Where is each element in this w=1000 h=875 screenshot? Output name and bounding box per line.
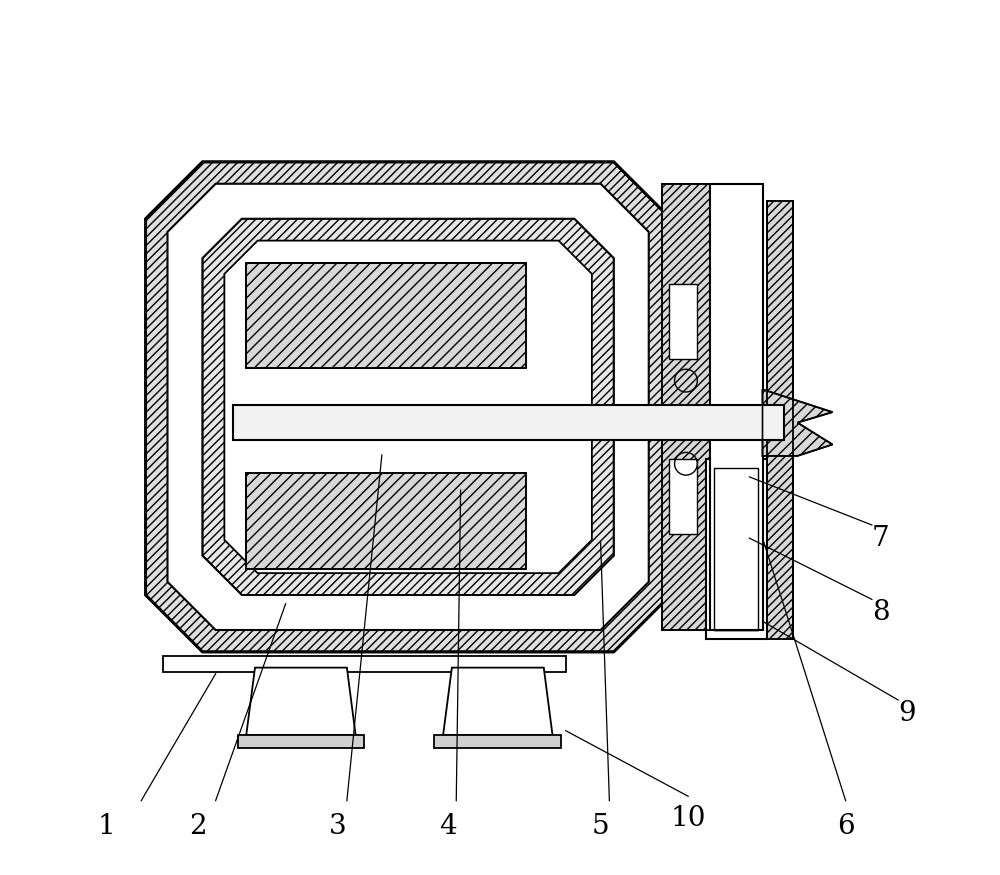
Bar xyxy=(710,184,763,630)
Text: 8: 8 xyxy=(872,599,889,626)
Bar xyxy=(669,459,697,534)
Bar xyxy=(662,184,710,630)
Bar xyxy=(246,262,526,368)
Bar xyxy=(706,459,767,639)
Polygon shape xyxy=(246,668,356,735)
Polygon shape xyxy=(443,668,553,735)
Polygon shape xyxy=(146,162,671,652)
Bar xyxy=(767,201,793,639)
Bar xyxy=(669,284,697,359)
Text: 1: 1 xyxy=(97,814,115,840)
Bar xyxy=(238,735,364,748)
Bar xyxy=(714,468,758,630)
Text: 3: 3 xyxy=(329,814,347,840)
Polygon shape xyxy=(224,241,592,573)
Bar xyxy=(246,473,526,569)
Text: 6: 6 xyxy=(837,814,854,840)
Bar xyxy=(767,201,793,639)
Bar xyxy=(246,262,526,368)
Text: 7: 7 xyxy=(872,525,890,551)
Bar xyxy=(233,405,784,440)
Text: 2: 2 xyxy=(189,814,207,840)
Bar xyxy=(714,468,758,630)
Polygon shape xyxy=(203,219,614,595)
Bar xyxy=(434,735,561,748)
Text: 10: 10 xyxy=(670,805,706,831)
Bar xyxy=(163,656,566,672)
Bar xyxy=(246,473,526,569)
Bar xyxy=(662,184,710,630)
Text: 4: 4 xyxy=(439,814,456,840)
Text: 9: 9 xyxy=(898,700,916,726)
Text: 5: 5 xyxy=(592,814,609,840)
Polygon shape xyxy=(763,389,832,456)
Polygon shape xyxy=(168,184,649,630)
